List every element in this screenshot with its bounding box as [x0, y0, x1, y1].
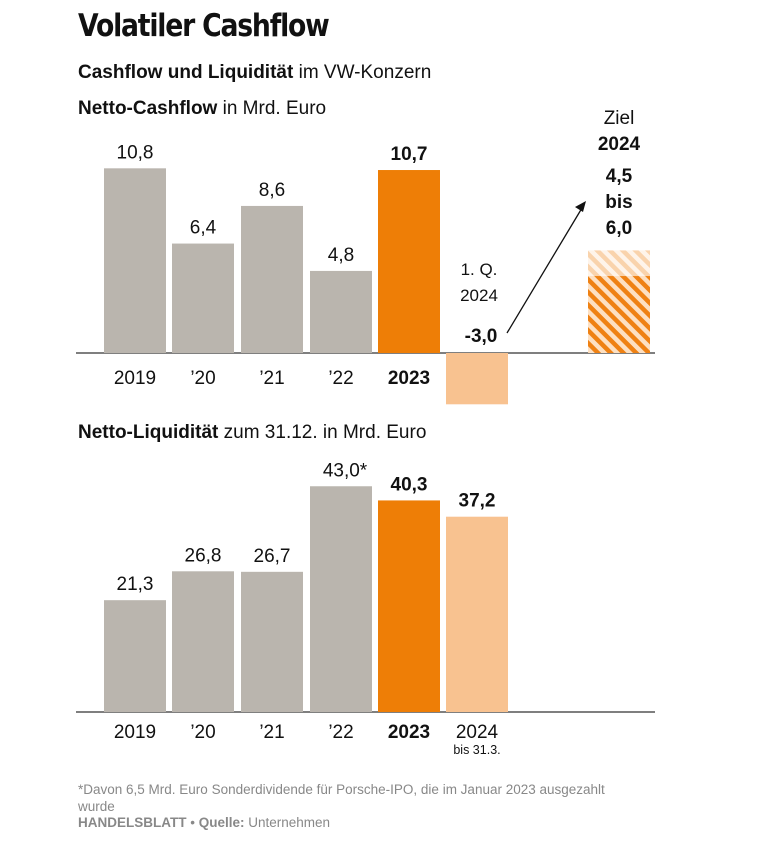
liquidity-bar: [378, 500, 440, 712]
cashflow-bar: [310, 270, 372, 353]
liquidity-title-bold: Netto-Liquidität: [78, 422, 219, 443]
liquidity-category-label: 2023: [388, 722, 430, 743]
liquidity-value-label: 40,3: [391, 474, 428, 495]
footnote: *Davon 6,5 Mrd. Euro Sonderdividende für…: [78, 782, 605, 814]
credit-line: HANDELSBLATT • Quelle: Unternehmen: [78, 815, 330, 830]
target-label: Ziel: [604, 108, 635, 129]
liquidity-bar: [241, 571, 303, 712]
chart-subtitle: Cashflow und Liquidität im VW-Konzern: [78, 62, 431, 84]
liquidity-value-label: 26,8: [185, 545, 222, 566]
target-bis-label: bis: [605, 192, 632, 213]
cashflow-value-label: 10,8: [117, 142, 154, 163]
cashflow-value-label: 8,6: [259, 180, 285, 201]
source-name: Unternehmen: [244, 815, 331, 830]
liquidity-category-label: ’20: [190, 722, 215, 743]
liquidity-sublabel: bis 31.3.: [453, 743, 500, 757]
liquidity-category-label: ’22: [328, 722, 353, 743]
cashflow-category-label: ’20: [190, 368, 215, 389]
liquidity-value-label: 21,3: [117, 574, 154, 595]
q1-label-line1: 1. Q.: [461, 260, 498, 279]
liquidity-bar: [104, 600, 166, 712]
cashflow-value-label: 6,4: [190, 218, 217, 239]
target-low-bar: [588, 276, 650, 353]
cashflow-bar: [378, 170, 440, 353]
cashflow-category-label: ’21: [259, 368, 284, 389]
liquidity-chart-title: Netto-Liquidität zum 31.12. in Mrd. Euro: [78, 422, 426, 444]
chart-title: Volatiler Cashflow: [78, 8, 330, 44]
q1-label-line2: 2024: [460, 286, 498, 305]
liquidity-category-label: ’21: [259, 722, 284, 743]
liquidity-bar: [446, 516, 508, 712]
cashflow-value-label: 4,8: [328, 245, 354, 266]
cashflow-title-rest: in Mrd. Euro: [217, 98, 327, 119]
liquidity-value-label: 37,2: [459, 491, 496, 512]
cashflow-chart-title: Netto-Cashflow in Mrd. Euro: [78, 98, 326, 120]
target-arrow-head: [575, 201, 586, 212]
liquidity-bar: [310, 486, 372, 712]
liquidity-category-label: 2024: [456, 722, 499, 743]
cashflow-bar: [104, 168, 166, 353]
cashflow-category-label: 2019: [114, 368, 156, 389]
cashflow-value-label: 10,7: [391, 144, 428, 165]
subtitle-rest: im VW-Konzern: [293, 62, 432, 83]
target-low-label: 4,5: [606, 166, 633, 187]
target-year: 2024: [598, 134, 641, 155]
cashflow-value-label: -3,0: [465, 326, 498, 347]
liquidity-bar: [172, 571, 234, 712]
liquidity-title-rest: zum 31.12. in Mrd. Euro: [218, 422, 427, 443]
liquidity-value-label: 26,7: [254, 546, 291, 567]
liquidity-category-label: 2019: [114, 722, 156, 743]
cashflow-title-bold: Netto-Cashflow: [78, 98, 218, 119]
cashflow-bar: [446, 353, 508, 405]
cashflow-bar: [172, 243, 234, 353]
target-arrow-line: [506, 207, 583, 334]
cashflow-bar: [241, 205, 303, 353]
cashflow-category-label: 2023: [388, 368, 430, 389]
brand-name: HANDELSBLATT: [78, 815, 187, 830]
credit-separator: •: [186, 815, 199, 830]
liquidity-value-label: 43,0*: [323, 460, 368, 481]
cashflow-category-label: ’22: [328, 368, 353, 389]
source-label: Quelle:: [198, 815, 245, 830]
subtitle-bold: Cashflow und Liquidität: [78, 62, 294, 83]
target-high-label: 6,0: [606, 218, 632, 239]
